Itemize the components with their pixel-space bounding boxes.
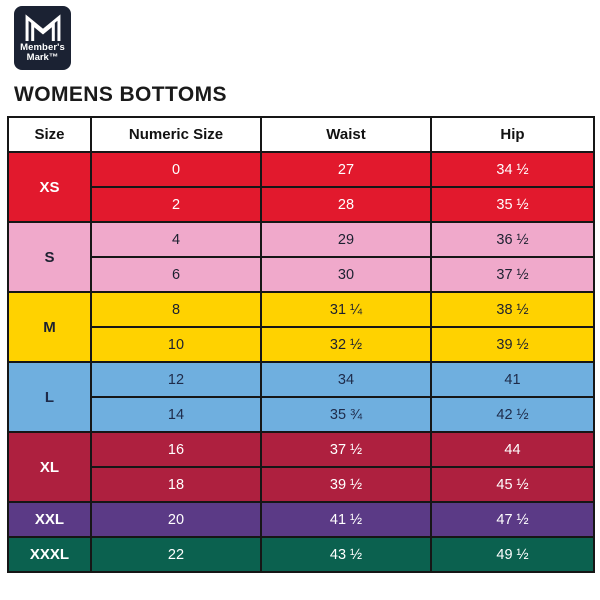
- table-row: XL 16 37 ½ 44: [7, 431, 595, 503]
- data-cell: 49 ½: [430, 536, 595, 573]
- data-cell: 14: [90, 396, 262, 433]
- column-header: Hip: [430, 116, 595, 153]
- data-cell: 45 ½: [430, 466, 595, 503]
- size-cell: XXXL: [7, 536, 92, 573]
- table-row: M 8 31 ¼ 38 ½: [7, 291, 595, 363]
- data-cell: 32 ½: [260, 326, 432, 363]
- size-cell: XXL: [7, 501, 92, 538]
- data-cell: 27: [260, 151, 432, 188]
- data-cell: 37 ½: [260, 431, 432, 468]
- data-cell: 44: [430, 431, 595, 468]
- data-cell: 22: [90, 536, 262, 573]
- data-cell: 34: [260, 361, 432, 398]
- table-row: XXL 20 41 ½ 47 ½: [7, 501, 595, 538]
- logo-text-members: Member's: [20, 42, 65, 53]
- table-row: 10 32 ½ 39 ½: [8, 326, 595, 363]
- data-cell: 31 ¼: [260, 291, 432, 328]
- column-header: Waist: [260, 116, 432, 153]
- table-row: XXXL 22 43 ½ 49 ½: [7, 536, 595, 573]
- data-cell: 41 ½: [260, 501, 432, 538]
- header-row: Size Numeric Size Waist Hip: [7, 116, 595, 153]
- data-cell: 38 ½: [430, 291, 595, 328]
- data-cell: 39 ½: [260, 466, 432, 503]
- size-cell: XS: [7, 151, 92, 223]
- table-row: 18 39 ½ 45 ½: [8, 466, 595, 503]
- data-cell: 20: [90, 501, 262, 538]
- table-row: 6 30 37 ½: [8, 256, 595, 293]
- data-cell: 43 ½: [260, 536, 432, 573]
- data-cell: 0: [90, 151, 262, 188]
- size-cell: XL: [7, 431, 92, 503]
- data-cell: 28: [260, 186, 432, 223]
- data-cell: 39 ½: [430, 326, 595, 363]
- column-header: Size: [7, 116, 92, 153]
- data-cell: 34 ½: [430, 151, 595, 188]
- table-row: L 12 34 41: [7, 361, 595, 433]
- data-cell: 8: [90, 291, 262, 328]
- size-chart-page: Member's Mark™ WOMENS BOTTOMS Size Numeri…: [7, 6, 595, 573]
- page-title: WOMENS BOTTOMS: [14, 83, 227, 106]
- data-cell: 47 ½: [430, 501, 595, 538]
- data-cell: 42 ½: [430, 396, 595, 433]
- data-cell: 35 ¾: [260, 396, 432, 433]
- data-cell: 2: [90, 186, 262, 223]
- data-cell: 10: [90, 326, 262, 363]
- column-header: Numeric Size: [90, 116, 262, 153]
- table-row: XS 0 27 34 ½: [7, 151, 595, 223]
- table-body: XS 0 27 34 ½ 2 28 35 ½ S 4 29 36 ½ 6 30 37 ½ M 8 31 ¼ 38 …: [7, 151, 595, 573]
- size-cell: S: [7, 221, 92, 293]
- data-cell: 4: [90, 221, 262, 258]
- size-chart-table: Size Numeric Size Waist Hip XS 0 27 34 ½ 2 28 35 …: [7, 116, 595, 573]
- logo-text-mark: Mark™: [26, 52, 59, 63]
- data-cell: 18: [90, 466, 262, 503]
- size-cell: L: [7, 361, 92, 433]
- data-cell: 37 ½: [430, 256, 595, 293]
- data-cell: 12: [90, 361, 262, 398]
- table-row: 14 35 ¾ 42 ½: [8, 396, 595, 433]
- table-row: 2 28 35 ½: [8, 186, 595, 223]
- data-cell: 36 ½: [430, 221, 595, 258]
- data-cell: 41: [430, 361, 595, 398]
- members-mark-logo: Member's Mark™: [14, 6, 71, 70]
- data-cell: 35 ½: [430, 186, 595, 223]
- members-mark-m-icon: [25, 14, 60, 41]
- table-header: Size Numeric Size Waist Hip: [7, 116, 595, 153]
- data-cell: 30: [260, 256, 432, 293]
- data-cell: 29: [260, 221, 432, 258]
- size-cell: M: [7, 291, 92, 363]
- data-cell: 16: [90, 431, 262, 468]
- data-cell: 6: [90, 256, 262, 293]
- table-row: S 4 29 36 ½: [7, 221, 595, 293]
